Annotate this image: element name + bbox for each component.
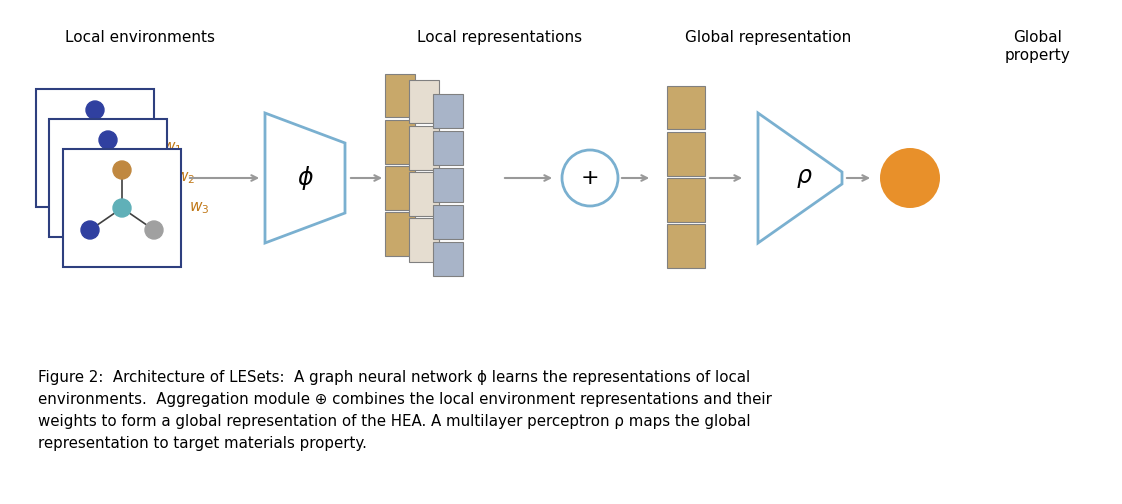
Text: representation to target materials property.: representation to target materials prope… xyxy=(38,436,367,451)
Circle shape xyxy=(113,161,131,179)
Bar xyxy=(433,241,463,276)
Text: Global
property: Global property xyxy=(1005,30,1070,62)
Bar xyxy=(666,178,705,222)
Bar xyxy=(666,86,705,129)
Bar xyxy=(385,120,415,163)
Text: $w_1$: $w_1$ xyxy=(162,140,182,156)
Bar xyxy=(433,94,463,128)
Bar xyxy=(410,126,439,169)
Text: Figure 2:  Architecture of LESets:  A graph neural network ϕ learns the represen: Figure 2: Architecture of LESets: A grap… xyxy=(38,370,751,385)
Bar xyxy=(410,172,439,216)
Text: Local environments: Local environments xyxy=(65,30,215,45)
Text: +: + xyxy=(581,168,599,188)
Bar xyxy=(385,74,415,117)
Text: Global representation: Global representation xyxy=(686,30,852,45)
Text: environments.  Aggregation module ⊕ combines the local environment representatio: environments. Aggregation module ⊕ combi… xyxy=(38,392,772,407)
Bar xyxy=(410,80,439,123)
Bar xyxy=(666,224,705,268)
Text: $\rho$: $\rho$ xyxy=(795,166,812,190)
Circle shape xyxy=(131,191,149,209)
Bar xyxy=(385,212,415,256)
Text: weights to form a global representation of the HEA. A multilayer perceptron ρ ma: weights to form a global representation … xyxy=(38,414,751,429)
Circle shape xyxy=(99,131,117,149)
Circle shape xyxy=(86,139,104,157)
Circle shape xyxy=(118,161,136,179)
Bar xyxy=(36,89,154,207)
Bar xyxy=(433,167,463,202)
Bar xyxy=(410,218,439,262)
Bar xyxy=(63,149,181,267)
Bar xyxy=(666,132,705,175)
Text: $w_3$: $w_3$ xyxy=(188,200,210,216)
Bar xyxy=(433,131,463,165)
Text: $w_2$: $w_2$ xyxy=(175,170,195,186)
Circle shape xyxy=(562,150,618,206)
Bar xyxy=(385,166,415,210)
Text: Local representations: Local representations xyxy=(416,30,582,45)
Circle shape xyxy=(86,101,104,119)
Circle shape xyxy=(145,221,163,239)
Circle shape xyxy=(880,148,940,208)
Bar xyxy=(49,119,167,237)
Bar xyxy=(433,205,463,239)
Circle shape xyxy=(67,191,85,209)
Circle shape xyxy=(54,161,72,179)
Circle shape xyxy=(81,221,99,239)
Text: $\phi$: $\phi$ xyxy=(296,164,313,192)
Circle shape xyxy=(99,169,117,187)
Circle shape xyxy=(113,199,131,217)
